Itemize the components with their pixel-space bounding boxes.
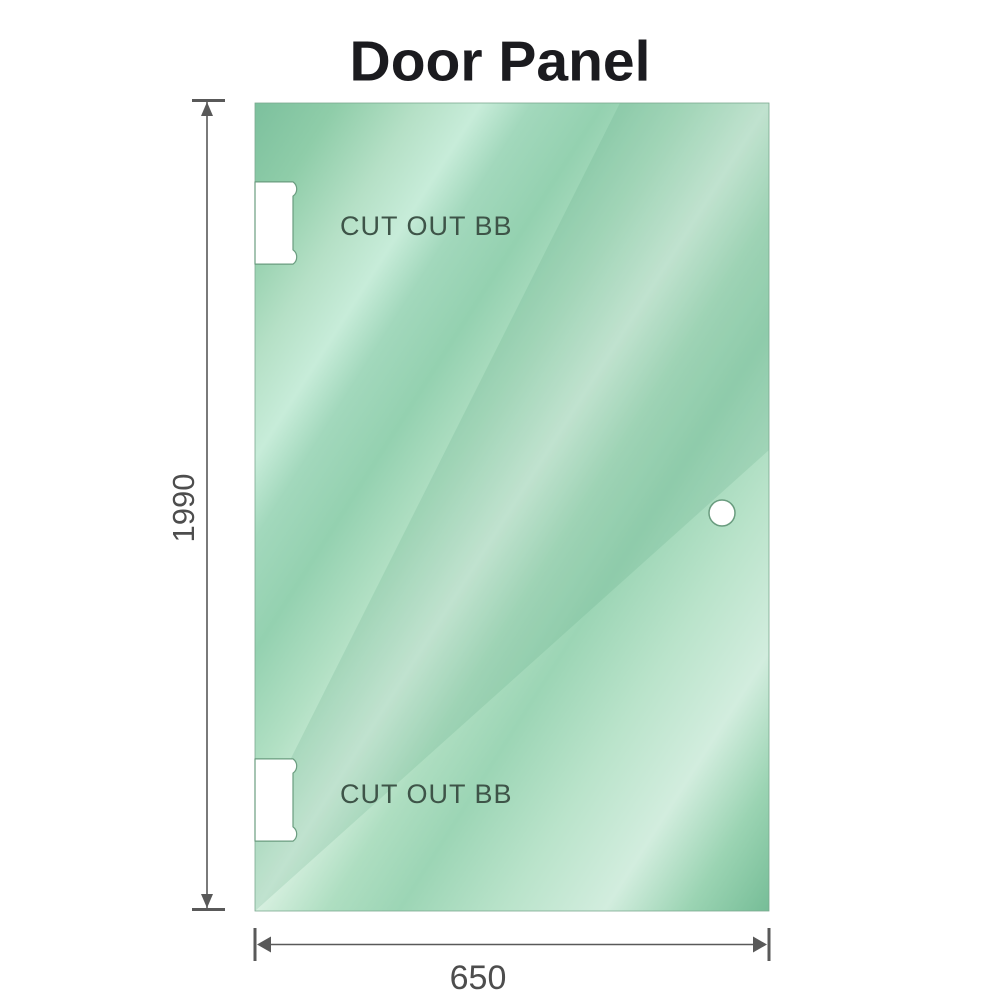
svg-text:1990: 1990 xyxy=(166,474,201,543)
svg-text:650: 650 xyxy=(450,959,507,997)
svg-text:CUT OUT BB: CUT OUT BB xyxy=(340,779,513,809)
svg-text:Door Panel: Door Panel xyxy=(350,30,651,94)
svg-text:CUT OUT BB: CUT OUT BB xyxy=(340,211,513,241)
